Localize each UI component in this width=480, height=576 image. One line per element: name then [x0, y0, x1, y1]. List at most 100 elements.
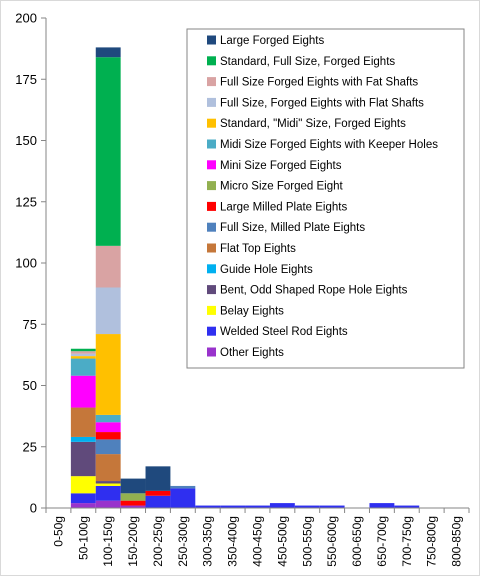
bar-stacks [70, 47, 420, 508]
legend-label: Midi Size Forged Eights with Keeper Hole… [220, 139, 438, 151]
bar-segment [369, 503, 395, 508]
legend-swatch [207, 97, 216, 107]
y-tick-label: 150 [15, 133, 37, 148]
y-tick-label: 125 [15, 194, 37, 209]
bar-segment [70, 436, 96, 442]
bar-segment [95, 334, 121, 415]
legend-label: Belay Eights [220, 305, 284, 317]
legend-label: Micro Size Forged Eight [220, 181, 344, 193]
bar-segment [120, 505, 146, 508]
x-tick-label: 350-400g [226, 516, 240, 567]
bar-segment [120, 500, 146, 506]
legend: Large Forged Eights Standard, Full Size, … [186, 28, 465, 369]
x-tick-label: 450-500g [275, 516, 289, 567]
y-tick-label: 100 [15, 256, 37, 271]
legend-swatch [207, 305, 216, 315]
bar-segment [145, 495, 171, 508]
y-tick-label: 50 [23, 378, 37, 393]
bar-segment [269, 503, 295, 508]
x-tick-label: 150-200g [126, 516, 140, 567]
legend-label: Standard, "Midi" Size, Forged Eights [220, 118, 406, 130]
bar-segment [195, 505, 221, 508]
legend-swatch [207, 264, 216, 274]
legend-box [186, 28, 465, 369]
x-tick-label: 800-850g [450, 516, 464, 567]
legend-swatch [207, 77, 216, 87]
legend-swatch [207, 201, 216, 211]
legend-swatch [207, 139, 216, 149]
bar-segment [394, 505, 420, 508]
legend-label: Large Forged Eights [220, 35, 324, 47]
x-tick-label: 250-300g [176, 516, 190, 567]
x-tick-label: 200-250g [151, 516, 165, 567]
x-tick-label: 650-700g [375, 516, 389, 567]
bar-segment [95, 287, 121, 335]
legend-swatch [207, 56, 216, 66]
y-tick-label: 25 [23, 439, 37, 454]
bar-segment [95, 481, 121, 484]
legend-label: Flat Top Eights [220, 243, 296, 255]
x-tick-label: 0-50g [51, 516, 65, 547]
bar-segment [70, 356, 96, 359]
bar-segment [245, 505, 270, 508]
x-tick-label: 100-150g [101, 516, 115, 567]
bar-segment [145, 490, 171, 496]
x-axis: 0-50g 50-100g 100-150g 150-200g 200-250g 250-… [45, 507, 470, 567]
bar-segment [70, 351, 96, 354]
legend-label: Mini Size Forged Eights [220, 160, 342, 172]
y-axis: 0 25 50 75 100 125 150 175 200 [15, 11, 47, 516]
bar-segment [95, 47, 121, 58]
legend-swatch [207, 35, 216, 45]
y-tick-label: 0 [30, 501, 37, 516]
bar-segment [70, 476, 96, 494]
legend-label: Standard, Full Size, Forged Eights [220, 56, 395, 68]
legend-label: Full Size, Milled Plate Eights [220, 222, 365, 234]
bar-segment [95, 432, 121, 440]
legend-swatch [207, 160, 216, 170]
bar-segment [170, 485, 196, 489]
bar-segment [319, 505, 345, 508]
y-tick-label: 75 [23, 317, 37, 332]
bar-segment [95, 414, 121, 423]
bar-segment [70, 503, 96, 508]
x-tick-label: 600-650g [350, 516, 364, 567]
y-tick-label: 200 [15, 11, 37, 26]
legend-label: Other Eights [220, 347, 284, 359]
bar-segment [95, 439, 121, 455]
x-tick-label: 500-550g [300, 516, 314, 567]
bar-segment [70, 348, 96, 352]
bar-segment [120, 493, 146, 501]
legend-swatch [207, 118, 216, 128]
x-tick-label: 550-600g [325, 516, 339, 567]
x-tick-label: 700-750g [400, 516, 414, 567]
bar-segment [70, 375, 96, 408]
bar-segment [70, 407, 96, 437]
legend-swatch [207, 285, 216, 295]
legend-swatch [207, 243, 216, 253]
legend-label: Large Milled Plate Eights [220, 201, 347, 213]
legend-label: Bent, Odd Shaped Rope Hole Eights [220, 285, 408, 297]
bar-segment [70, 493, 96, 504]
x-tick-label: 50-100g [76, 516, 90, 560]
legend-swatch [207, 181, 216, 191]
x-tick-label: 300-350g [201, 516, 215, 567]
bar-segment [95, 57, 121, 246]
bar-segment [95, 245, 121, 288]
x-tick-label: 750-800g [425, 516, 439, 567]
legend-swatch [207, 347, 216, 357]
legend-label: Guide Hole Eights [220, 264, 313, 276]
bar-segment [70, 358, 96, 376]
bar-segment [120, 478, 146, 494]
bar-segment [70, 353, 96, 357]
bar-segment [95, 485, 121, 501]
legend-swatch [207, 222, 216, 232]
bar-segment [95, 483, 121, 486]
legend-label: Welded Steel Rod Eights [220, 326, 348, 338]
bar-segment [170, 488, 196, 508]
legend-label: Full Size Forged Eights with Fat Shafts [220, 77, 418, 89]
legend-swatch [207, 326, 216, 336]
bar-segment [95, 454, 121, 482]
bar-segment [294, 505, 320, 508]
